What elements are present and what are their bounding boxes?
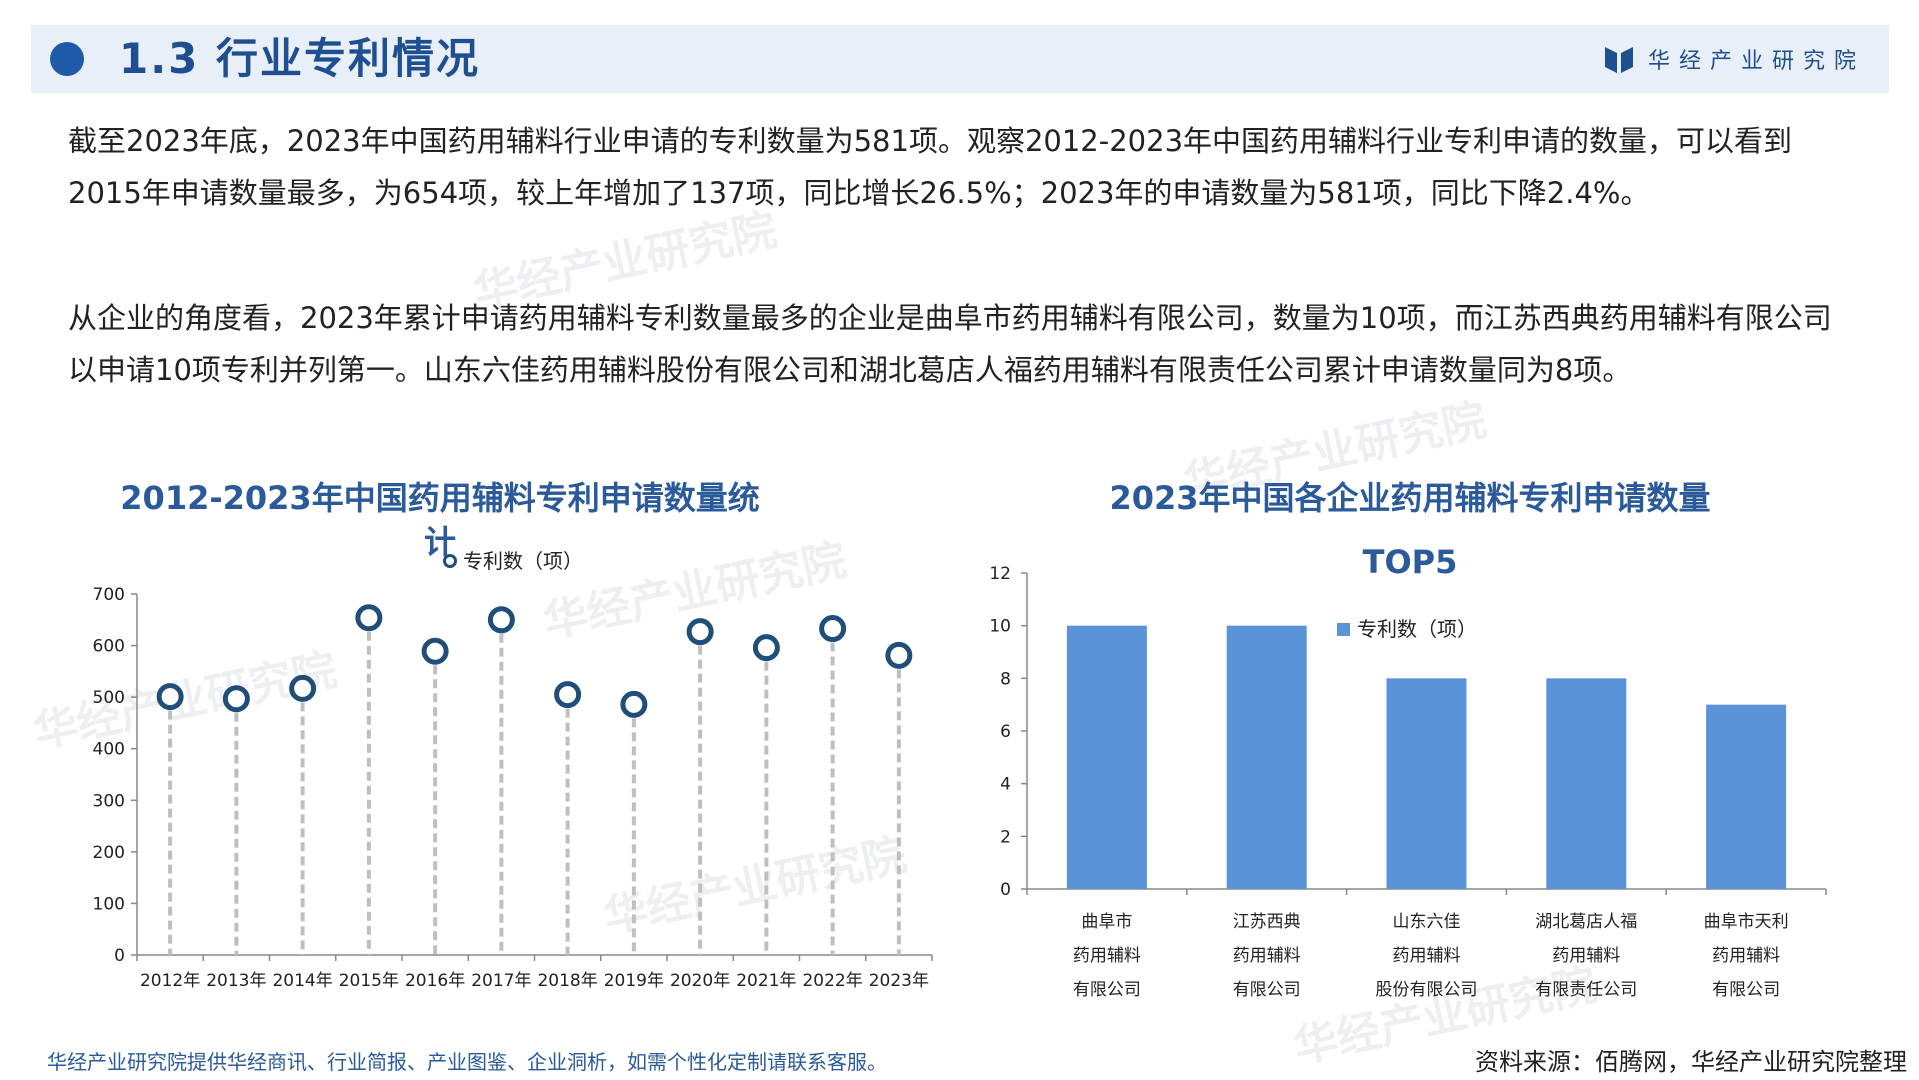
x-tick-label: 有限责任公司 [1535, 980, 1637, 1000]
x-tick-label: 药用辅料 [1073, 946, 1141, 966]
x-tick-label: 有限公司 [1233, 980, 1301, 1000]
data-point [222, 685, 250, 713]
legend-marker [1337, 623, 1350, 636]
bullet-icon [50, 42, 84, 76]
x-tick-label: 有限公司 [1073, 980, 1141, 1000]
y-tick-label: 4 [1000, 775, 1011, 795]
y-tick-label: 200 [93, 843, 125, 863]
data-point [487, 606, 515, 634]
legend-label: 专利数（项） [463, 549, 583, 573]
chart2-title: 2023年中国各企业药用辅料专利申请数量 [1109, 479, 1711, 517]
x-tick-label: 2012年 [140, 971, 200, 991]
x-tick-label: 2016年 [405, 971, 465, 991]
x-tick-label: 2018年 [537, 971, 597, 991]
data-point [554, 681, 582, 709]
y-tick-label: 12 [989, 564, 1011, 584]
y-tick-label: 0 [1000, 880, 1011, 900]
legend-label: 专利数（项） [1357, 617, 1477, 641]
data-point [156, 683, 184, 711]
y-tick-label: 0 [114, 946, 125, 966]
x-tick-label: 2014年 [272, 971, 332, 991]
y-tick-label: 6 [1000, 722, 1011, 742]
brand-logo-icon [1604, 47, 1633, 73]
x-tick-label: 药用辅料 [1233, 946, 1301, 966]
bar [1706, 704, 1787, 889]
chart1-title: 2012-2023年中国药用辅料专利申请数量统计 [120, 479, 760, 561]
footer-source: 资料来源：佰腾网，华经产业研究院整理 [1475, 1048, 1907, 1076]
bar [1066, 625, 1147, 889]
data-point [819, 615, 847, 643]
data-point [355, 604, 383, 632]
x-tick-label: 2019年 [604, 971, 664, 991]
page-title: 1.3 行业专利情况 [119, 34, 481, 83]
bar [1386, 678, 1467, 889]
y-tick-label: 2 [1000, 827, 1011, 847]
x-tick-label: 股份有限公司 [1376, 980, 1478, 1000]
section-header: 1.3 行业专利情况 华经产业研究院 [31, 25, 1889, 93]
chart2-subtitle: TOP5 [1362, 543, 1458, 581]
data-point [620, 690, 648, 718]
data-point [885, 641, 913, 669]
x-tick-label: 有限公司 [1712, 980, 1780, 1000]
paragraph-2: 从企业的角度看，2023年累计申请药用辅料专利数量最多的企业是曲阜市药用辅料有限… [68, 301, 1832, 387]
x-tick-label: 2013年 [206, 971, 266, 991]
x-tick-label: 曲阜市天利 [1704, 912, 1789, 932]
y-tick-label: 400 [93, 740, 125, 760]
y-tick-label: 10 [989, 617, 1011, 637]
x-tick-label: 曲阜市 [1081, 912, 1132, 932]
x-tick-label: 2020年 [670, 971, 730, 991]
data-point [686, 618, 714, 646]
x-tick-label: 2021年 [736, 971, 796, 991]
brand: 华经产业研究院 [1604, 42, 1865, 76]
bar [1226, 625, 1307, 889]
x-tick-label: 湖北葛店人福 [1535, 912, 1637, 932]
y-tick-label: 8 [1000, 669, 1011, 689]
x-tick-label: 药用辅料 [1393, 946, 1461, 966]
x-tick-label: 药用辅料 [1712, 946, 1780, 966]
x-tick-label: 2022年 [802, 971, 862, 991]
footer-note: 华经产业研究院提供华经商讯、行业简报、产业图鉴、企业洞析，如需个性化定制请联系客… [47, 1050, 887, 1074]
data-point [421, 637, 449, 665]
x-tick-label: 药用辅料 [1552, 946, 1620, 966]
x-tick-label: 2023年 [869, 971, 929, 991]
paragraph-1: 截至2023年底，2023年中国药用辅料行业申请的专利数量为581项。观察201… [68, 124, 1793, 210]
x-tick-label: 2017年 [471, 971, 531, 991]
y-tick-label: 100 [93, 894, 125, 914]
brand-name: 华经产业研究院 [1647, 49, 1865, 74]
data-point [752, 634, 780, 662]
x-tick-label: 2015年 [339, 971, 399, 991]
data-point [289, 674, 317, 702]
x-tick-label: 江苏西典 [1233, 912, 1301, 932]
bar [1546, 678, 1627, 889]
y-tick-label: 500 [93, 688, 125, 708]
y-tick-label: 300 [93, 791, 125, 811]
x-tick-label: 山东六佳 [1393, 912, 1461, 932]
legend-marker [443, 554, 457, 568]
y-tick-label: 700 [93, 585, 125, 605]
y-tick-label: 600 [93, 637, 125, 657]
